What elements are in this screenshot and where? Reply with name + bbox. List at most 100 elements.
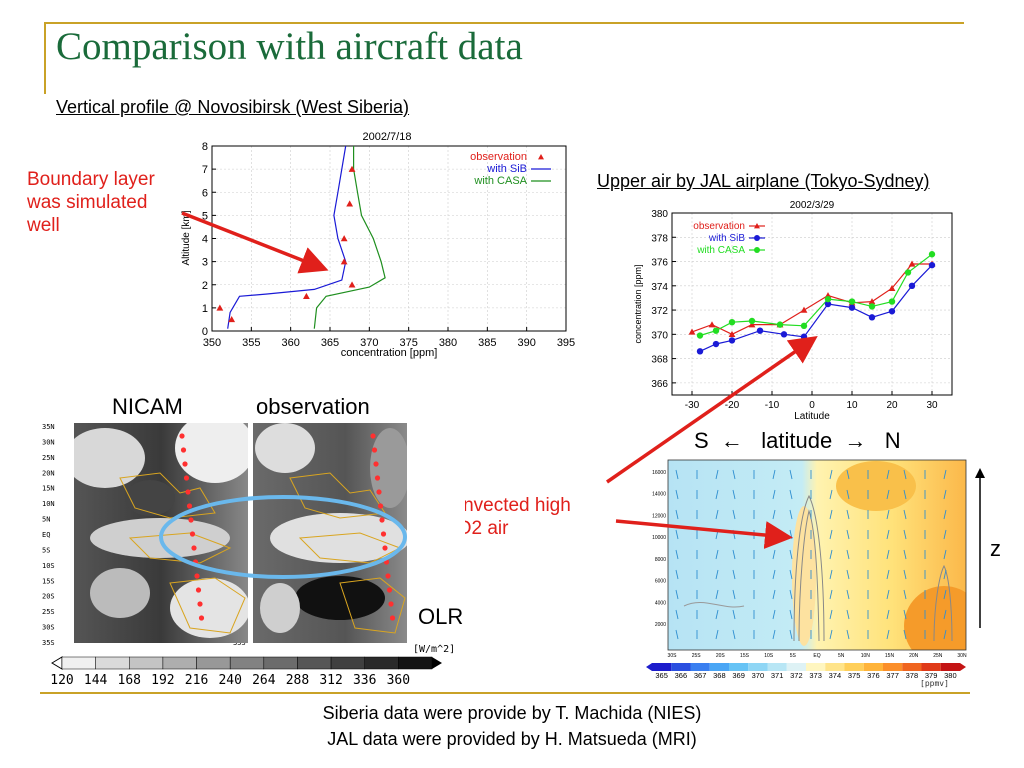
section-colorbar-cell [845, 663, 864, 671]
point-with-casa [801, 323, 807, 329]
olr-colorbar-label: 216 [185, 673, 208, 688]
colorbar-cell [96, 657, 130, 669]
flight-track-dot [382, 545, 387, 550]
legend-marker-observation [538, 154, 544, 159]
nicam-map [65, 418, 255, 643]
olr-unit: [W/m^2] [413, 644, 455, 655]
flight-track-dot [188, 517, 193, 522]
y-tick-label: 1 [202, 303, 208, 315]
y-tick-label: 378 [651, 233, 668, 244]
series-line-with-sib [228, 146, 346, 329]
point-observation [216, 304, 223, 310]
x-axis-label: Latitude [794, 411, 830, 422]
section-x-label: 10N [861, 653, 871, 659]
section-colorbar-cell [825, 663, 844, 671]
olr-colorbar-label: 264 [252, 673, 276, 688]
flight-track-dot [185, 489, 190, 494]
olr-colorbar-label: 240 [218, 673, 241, 688]
olr-colorbar-label: 312 [319, 673, 342, 688]
x-tick-label: 390 [517, 337, 535, 349]
section-x-label: 20S [716, 653, 726, 659]
nicam-lat-label: 10S [42, 562, 55, 570]
flight-track-dot [379, 517, 384, 522]
heading-novosibirsk: Vertical profile @ Novosibirsk (West Sib… [56, 97, 409, 118]
y-tick-label: 376 [651, 258, 668, 269]
y-tick-label: 7 [202, 164, 208, 176]
x-tick-label: 365 [321, 337, 339, 349]
observation-map [253, 423, 410, 643]
section-colorbar-label: 377 [886, 671, 899, 680]
flight-track-dot [197, 601, 202, 606]
note-boundary-line-1: Boundary layer [27, 168, 155, 191]
colorbar-cell [365, 657, 399, 669]
colorbar-cell [197, 657, 231, 669]
section-colorbar-label: 374 [829, 671, 842, 680]
section-colorbar-cell [710, 663, 729, 671]
flight-track-dot [373, 461, 378, 466]
section-colorbar-label: 365 [655, 671, 668, 680]
nicam-lat-label: 20S [42, 593, 55, 601]
footer-line-2: JAL data were provided by H. Matsueda (M… [0, 726, 1024, 752]
section-colorbar-label: 368 [713, 671, 726, 680]
section-x-label: 5N [838, 653, 845, 659]
section-colorbar-cell [806, 663, 825, 671]
nicam-lat-label: 10N [42, 500, 55, 508]
title-left-rule [44, 22, 46, 94]
x-tick-label: 385 [478, 337, 496, 349]
point-with-casa [849, 298, 855, 304]
section-x-label: 30S [668, 653, 678, 659]
section-unit: [ppmv] [920, 679, 949, 688]
y-tick-label: 372 [651, 306, 668, 317]
olr-colorbar-label: 360 [387, 673, 410, 688]
section-x-label: 10S [764, 653, 774, 659]
point-with-sib [781, 331, 787, 337]
footer-rule [40, 692, 970, 694]
section-x-label: 30N [957, 653, 967, 659]
colorbar-cell [163, 657, 197, 669]
flight-track-dot [387, 587, 392, 592]
legend-marker-with-sib [754, 235, 760, 241]
y-tick-label: 374 [651, 282, 668, 293]
legend-label-with-sib: with SiB [486, 163, 527, 175]
olr-colorbar-label: 168 [118, 673, 141, 688]
flight-track-dot [179, 433, 184, 438]
section-y-label: 16000 [652, 470, 666, 476]
nicam-lat-label: 25N [42, 454, 55, 462]
x-tick-label: 360 [281, 337, 299, 349]
chart-title: 2002/7/18 [363, 131, 412, 143]
colorbar-cell [331, 657, 365, 669]
section-x-label: EQ [813, 653, 820, 659]
y-tick-label: 370 [651, 330, 668, 341]
latitude-height-section: 30S 25S 20S 15S 10S 5S EQ 5N 10N 15N 20N 25N 30N2000… [644, 456, 970, 690]
section-x-label: 25N [933, 653, 943, 659]
legend-marker-with-casa [754, 247, 760, 253]
y-tick-label: 0 [202, 326, 208, 338]
section-colorbar-cell [748, 663, 767, 671]
olr-maps: 35N35N30N30N25N25N20N20N15N15N10N10N5N5N… [40, 418, 465, 690]
point-observation [341, 235, 348, 241]
flight-track-dot [381, 531, 386, 536]
flight-track-dot [199, 615, 204, 620]
section-x-label: 20N [909, 653, 919, 659]
section-x-label: 5S [790, 653, 797, 659]
point-with-casa [929, 251, 935, 257]
y-tick-label: 3 [202, 257, 208, 269]
nicam-lat-label: 15N [42, 485, 55, 493]
footer-credits: Siberia data were provide by T. Machida … [0, 700, 1024, 752]
y-tick-label: 366 [651, 379, 668, 390]
colorbar-cell [129, 657, 163, 669]
nicam-lat-label: 5S [42, 546, 50, 554]
flight-track-dot [190, 531, 195, 536]
point-with-casa [729, 319, 735, 325]
colorbar-cell [264, 657, 298, 669]
x-tick-label: 355 [242, 337, 260, 349]
flight-track-dot [191, 545, 196, 550]
section-colorbar-label: 375 [848, 671, 861, 680]
y-tick-label: 5 [202, 210, 208, 222]
legend-label-with-casa: with CASA [696, 245, 745, 256]
section-y-label: 6000 [655, 579, 666, 585]
section-y-label: 10000 [652, 535, 666, 541]
point-observation [346, 200, 353, 206]
section-colorbar-cell [691, 663, 710, 671]
label-z: z [990, 536, 1001, 562]
